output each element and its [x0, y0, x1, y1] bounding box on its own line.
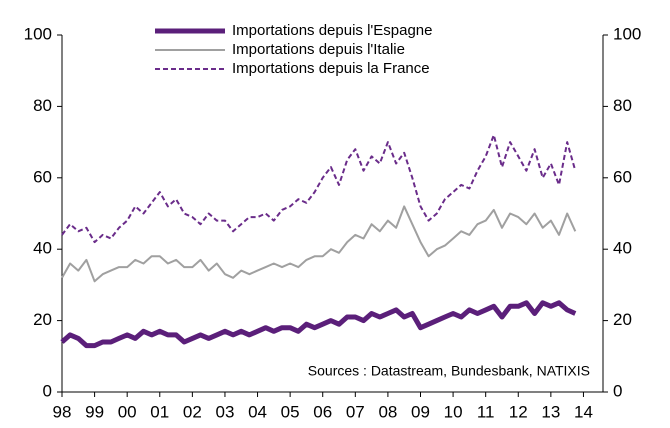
x-tick-label: 11 — [477, 402, 495, 421]
y-tick-label: 60 — [33, 167, 52, 186]
x-tick-label: 98 — [53, 402, 72, 421]
x-tick-label: 07 — [346, 402, 365, 421]
x-tick-label: 08 — [378, 402, 397, 421]
x-tick-label: 01 — [150, 402, 169, 421]
y-tick-label: 100 — [24, 24, 52, 43]
x-tick-label: 12 — [509, 402, 528, 421]
x-tick-label: 03 — [215, 402, 234, 421]
y2-tick-label: 0 — [613, 381, 622, 400]
y-tick-label: 40 — [33, 239, 52, 258]
x-tick-label: 06 — [313, 402, 332, 421]
x-tick-label: 05 — [281, 402, 300, 421]
y-tick-label: 0 — [43, 381, 52, 400]
y-tick-label: 80 — [33, 96, 52, 115]
source-note: Sources : Datastream, Bundesbank, NATIXI… — [308, 363, 590, 379]
y2-tick-label: 60 — [613, 167, 632, 186]
y2-tick-label: 20 — [613, 310, 632, 329]
y-tick-label: 20 — [33, 310, 52, 329]
series-line — [60, 300, 577, 349]
x-tick-label: 14 — [574, 402, 593, 421]
legend-label: Importations depuis l'Espagne — [232, 22, 433, 39]
y2-tick-label: 100 — [613, 24, 641, 43]
x-tick-label: 00 — [118, 402, 137, 421]
x-tick-label: 10 — [444, 402, 463, 421]
x-tick-label: 13 — [541, 402, 560, 421]
legend-label: Importations depuis l'Italie — [232, 41, 405, 58]
legend-label: Importations depuis la France — [232, 60, 430, 77]
x-tick-label: 99 — [85, 402, 104, 421]
x-tick-label: 09 — [411, 402, 430, 421]
series-line — [61, 134, 577, 244]
y2-tick-label: 80 — [613, 96, 632, 115]
y2-tick-label: 40 — [613, 239, 632, 258]
x-tick-label: 02 — [183, 402, 202, 421]
series-line — [61, 205, 577, 283]
x-tick-label: 04 — [248, 402, 267, 421]
